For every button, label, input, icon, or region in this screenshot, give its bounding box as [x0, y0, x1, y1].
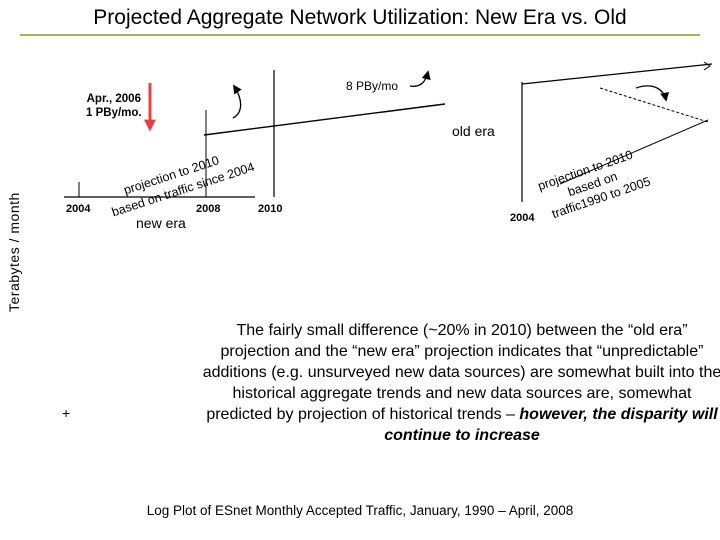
curved-arrow-8pb	[409, 70, 431, 87]
plus-mark: +	[62, 405, 71, 421]
label-old-era: old era	[452, 123, 495, 139]
main-paragraph: The fairly small difference (~20% in 201…	[202, 320, 720, 446]
curved-arrow-right	[635, 85, 670, 102]
tick-label-2008: 2008	[196, 203, 221, 215]
main-paragraph-emphasis: however, the disparity will continue to …	[384, 406, 718, 444]
y-axis-label: Terabytes / month	[6, 192, 22, 312]
tick-label-2004-left: 2004	[66, 203, 91, 215]
main-paragraph-text: The fairly small difference (~20% in 201…	[202, 322, 720, 423]
tick-label-2004-right: 2004	[510, 212, 535, 224]
top-right-mark	[703, 61, 711, 71]
slide-title: Projected Aggregate Network Utilization:…	[93, 6, 627, 29]
new-era-projection-line	[203, 103, 446, 136]
callout-apr-2006: Apr., 2006 1 PBy/mo.	[86, 93, 142, 119]
old-era-projection-line	[521, 63, 713, 85]
tick-label-2010: 2010	[258, 203, 283, 215]
right-trend-line	[559, 119, 709, 185]
callout-8pby: 8 PBy/mo	[346, 79, 399, 93]
label-new-era: new era	[136, 215, 186, 231]
title-underline	[20, 34, 700, 36]
curved-arrow-apr	[232, 84, 242, 119]
dashed-trend	[599, 87, 709, 123]
figure-caption: Log Plot of ESnet Monthly Accepted Traff…	[146, 503, 574, 518]
